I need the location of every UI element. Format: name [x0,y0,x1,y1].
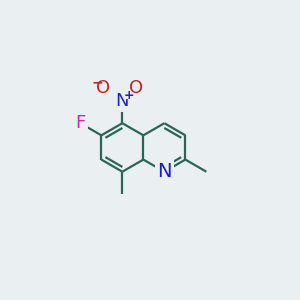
Text: O: O [129,79,143,97]
Text: O: O [96,79,110,97]
Text: −: − [92,76,103,89]
Text: N: N [116,92,129,110]
Text: +: + [124,89,134,102]
Text: N: N [157,162,172,181]
Text: F: F [75,114,85,132]
